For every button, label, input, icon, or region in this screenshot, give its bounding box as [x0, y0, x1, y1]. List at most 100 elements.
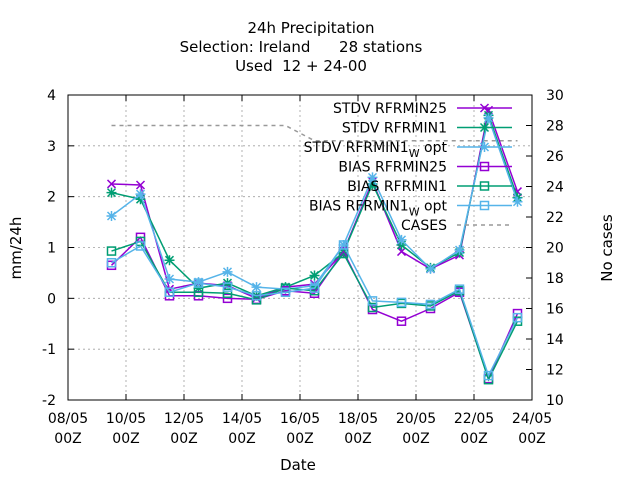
data-point — [222, 282, 233, 292]
legend-label: BIAS RFRMIN25 — [338, 160, 447, 176]
y2-axis-label: No cases — [598, 214, 616, 282]
legend-label: CASES — [401, 218, 447, 234]
x-tick-label-date: 18/05 — [338, 411, 378, 427]
data-point — [251, 282, 262, 293]
legend-label: STDV RFRMIN1W opt — [304, 140, 448, 160]
series-line — [111, 240, 519, 382]
legend: STDV RFRMIN25 STDV RFRMIN1 STDV RFRMIN1W o… — [304, 101, 512, 234]
y2-tick-label: 24 — [546, 180, 564, 196]
y2-tick-label: 10 — [546, 393, 564, 409]
legend-swatch-marker — [479, 200, 490, 211]
x-tick-label-date: 14/05 — [222, 411, 262, 427]
data-point — [164, 274, 175, 285]
grid-lines — [68, 95, 532, 400]
x-tick-label-hour: 00Z — [402, 431, 429, 447]
y-tick-label: 0 — [47, 291, 56, 307]
data-point — [483, 112, 494, 123]
y2-tick-label: 14 — [546, 332, 564, 348]
legend-swatch-marker — [479, 161, 490, 172]
x-tick-label-date: 20/05 — [396, 411, 436, 427]
x-tick-label-date: 22/05 — [454, 411, 494, 427]
data-point — [367, 302, 378, 313]
x-tick-label-hour: 00Z — [344, 431, 371, 447]
y2-tick-label: 22 — [546, 210, 564, 226]
legend-swatch-marker — [479, 103, 490, 113]
title-line-1: 24h Precipitation — [247, 19, 374, 37]
data-point — [135, 194, 146, 205]
data-point — [106, 210, 117, 221]
data-point — [251, 291, 262, 301]
x-tick-label-date: 12/05 — [164, 411, 204, 427]
data-point — [164, 255, 175, 266]
y-tick-label: 3 — [47, 139, 56, 155]
series-line — [111, 243, 519, 378]
legend-swatch-marker — [479, 142, 490, 152]
data-point — [164, 287, 175, 297]
y2-tick-label: 26 — [546, 149, 564, 165]
x-axis-label: Date — [280, 456, 316, 474]
x-tick-label-date: 10/05 — [106, 411, 146, 427]
data-point — [396, 316, 407, 326]
x-tick-label-hour: 00Z — [112, 431, 139, 447]
x-tick-label-hour: 00Z — [228, 431, 255, 447]
y-tick-label: -1 — [42, 342, 56, 358]
y2-tick-label: 16 — [546, 302, 564, 318]
legend-label: STDV RFRMIN25 — [333, 101, 447, 117]
chart-title: 24h Precipitation Selection: Ireland 28 … — [180, 19, 423, 75]
data-point — [135, 241, 146, 251]
cases-layer — [111, 124, 518, 142]
series-line — [110, 236, 519, 381]
y-tick-label: 4 — [47, 88, 56, 104]
y2-tick-label: 28 — [546, 119, 564, 135]
data-point — [396, 247, 407, 257]
data-point — [193, 277, 204, 288]
data-point — [512, 196, 523, 207]
legend-label: BIAS RFRMIN1W opt — [309, 199, 448, 219]
data-point — [396, 239, 407, 250]
y2-tick-label: 20 — [546, 241, 564, 257]
title-line-2: Selection: Ireland 28 stations — [180, 38, 423, 56]
x-tick-label-hour: 00Z — [460, 431, 487, 447]
data-point — [309, 280, 320, 291]
x-tick-label-hour: 00Z — [170, 431, 197, 447]
legend-entry: BIAS RFRMIN25 — [338, 160, 512, 176]
data-point — [135, 180, 146, 190]
data-point — [106, 187, 117, 198]
data-point — [396, 234, 407, 245]
data-point — [367, 178, 378, 189]
data-point — [367, 172, 378, 183]
x-tick-label-hour: 00Z — [54, 431, 81, 447]
data-point — [367, 296, 378, 306]
data-point — [106, 179, 117, 189]
legend-entry: STDV RFRMIN1W opt — [304, 140, 512, 160]
data-point — [396, 297, 407, 308]
data-point — [222, 293, 233, 304]
y2-tick-label: 12 — [546, 363, 564, 379]
title-line-3: Used 12 + 24-00 — [235, 57, 367, 75]
y-tick-label: -2 — [42, 393, 56, 409]
x-tick-label-hour: 00Z — [286, 431, 313, 447]
y2-axis-ticks: 30 28 26 24 22 20 18 16 14 12 10 — [526, 88, 564, 409]
data-point — [280, 284, 291, 295]
data-point — [454, 284, 465, 294]
data-point — [338, 240, 349, 250]
y-tick-label: 2 — [47, 190, 56, 206]
x-tick-label-hour: 00Z — [518, 431, 545, 447]
data-point — [193, 278, 204, 288]
data-point — [193, 287, 204, 297]
y-axis-ticks: 4 3 2 1 0 -1 -2 — [42, 88, 74, 409]
data-point — [309, 270, 320, 281]
x-tick-label-date: 08/05 — [48, 411, 88, 427]
legend-entry: STDV RFRMIN1 — [342, 121, 512, 137]
legend-entry: BIAS RFRMIN1W opt — [309, 199, 512, 219]
x-axis-ticks: 08/05 00Z 10/05 00Z 12/05 00Z 14/05 00Z 16/05 00Z… — [48, 95, 552, 447]
data-point — [106, 258, 117, 268]
data-point — [512, 312, 523, 323]
data-point — [483, 370, 494, 381]
legend-entry: STDV RFRMIN25 — [333, 101, 512, 117]
data-point — [425, 263, 436, 274]
legend-label: STDV RFRMIN1 — [342, 121, 447, 137]
data-point — [280, 287, 291, 297]
legend-label: BIAS RFRMIN1 — [347, 179, 447, 195]
